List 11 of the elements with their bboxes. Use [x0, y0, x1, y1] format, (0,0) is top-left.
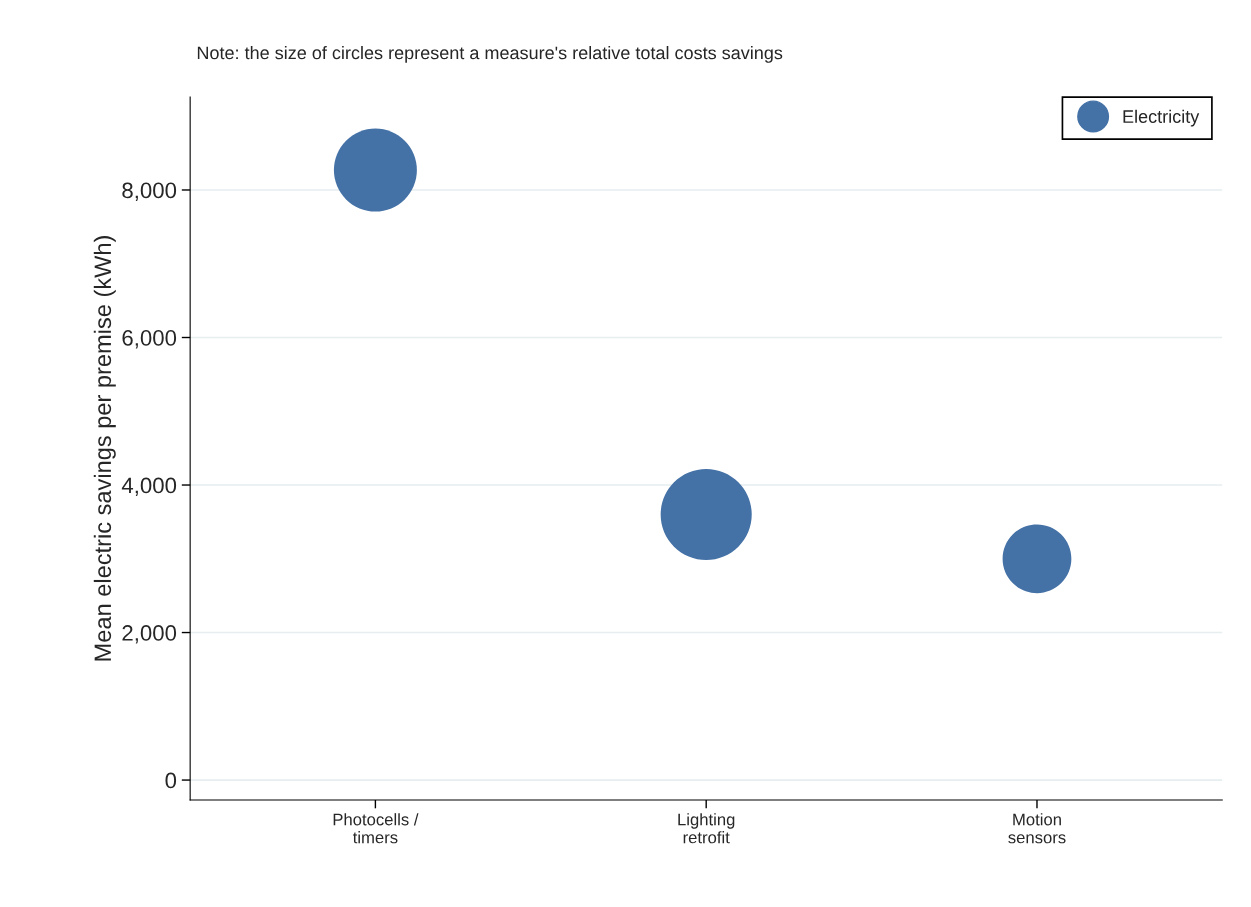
text: Note: the size of circles represent a measure's relative total costs savings [197, 46, 783, 63]
legend-label: Electricity [1123, 109, 1200, 127]
y-tick-label: 4,000 [121, 477, 177, 496]
y-tick-label: 8,000 [122, 182, 177, 201]
x-tick-label: Lighting retrofit [678, 813, 735, 844]
x-tick-label: Motion sensors [1008, 813, 1066, 844]
y-tick-label: 6,000 [122, 330, 177, 349]
y-tick-label: 0 [165, 772, 177, 789]
y-tick-label: 2,000 [122, 625, 177, 644]
y-axis-title: Mean electric savings per premise (kWh) [93, 236, 116, 661]
x-tick-label: Photocells / timers [333, 813, 419, 844]
